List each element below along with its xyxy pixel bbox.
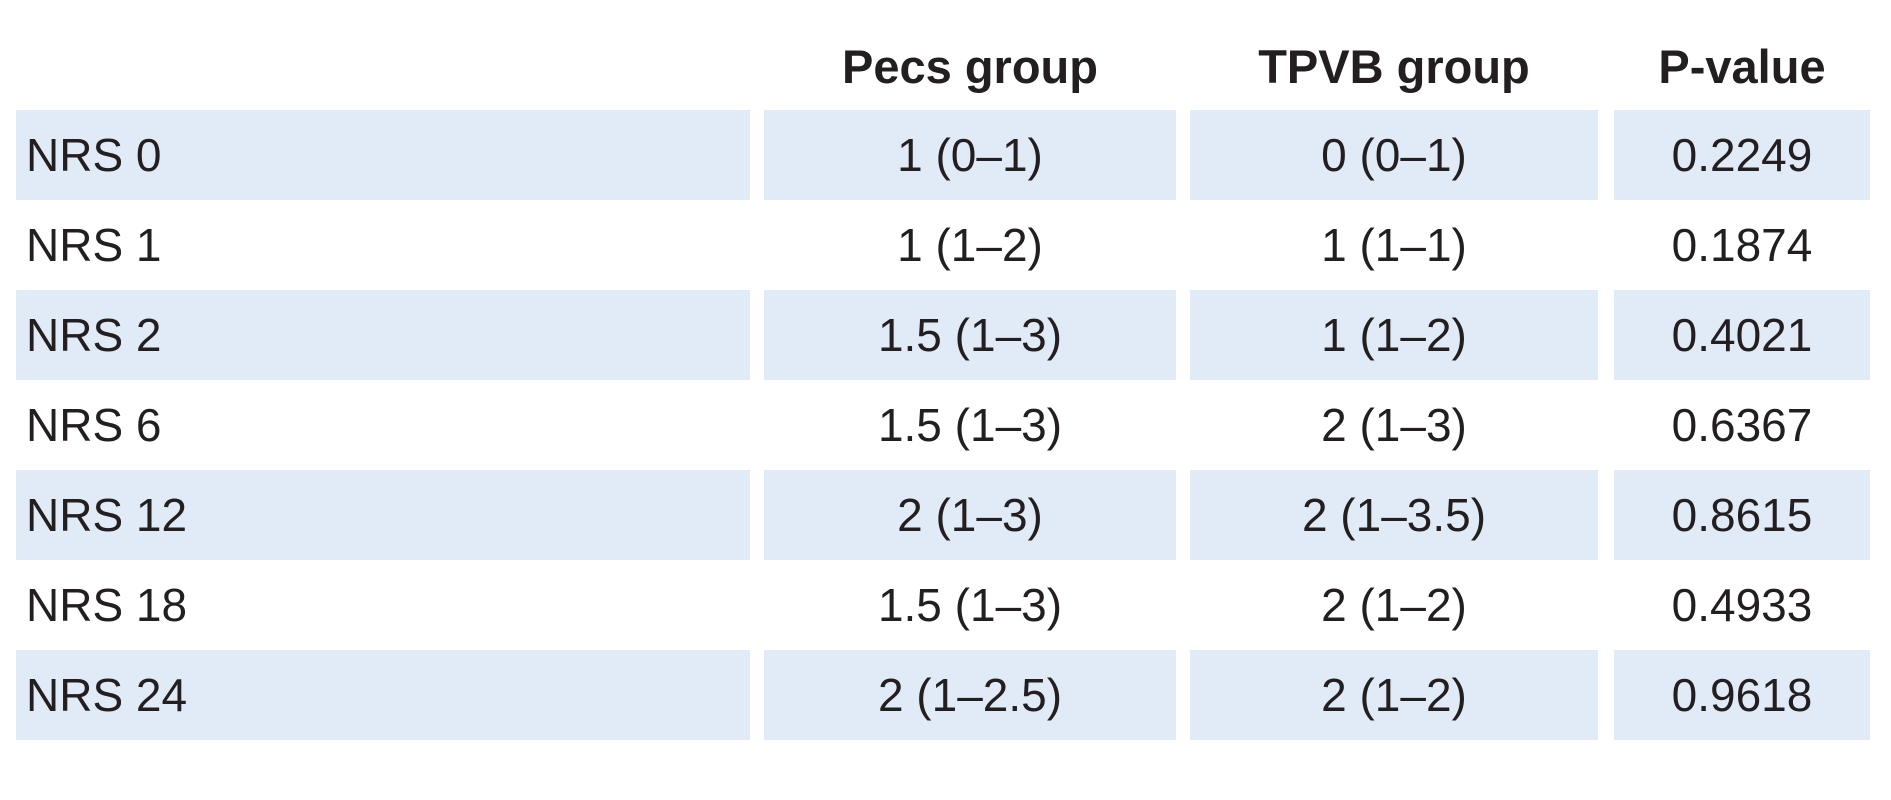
pecs-value: 2 (1–3): [764, 470, 1176, 560]
tpvb-value: 2 (1–2): [1321, 579, 1467, 631]
row-label: NRS 18: [26, 579, 188, 631]
tpvb-value: 1 (1–2): [1190, 290, 1598, 380]
table-row: NRS 24 2 (1–2.5) 2 (1–2) 0.9618: [0, 650, 1891, 740]
pecs-value: 1.5 (1–3): [877, 399, 1063, 451]
pecs-value: 1.5 (1–3): [764, 290, 1176, 380]
row-label: NRS 12: [16, 470, 750, 560]
pecs-value: 1 (1–2): [897, 219, 1043, 271]
tpvb-value: 2 (1–3): [1321, 399, 1467, 451]
header-pecs-group: Pecs group: [842, 40, 1098, 93]
pecs-value: 1 (0–1): [764, 110, 1176, 200]
row-label: NRS 6: [26, 399, 162, 451]
p-value: 0.6367: [1671, 399, 1813, 451]
table-row: NRS 6 1.5 (1–3) 2 (1–3) 0.6367: [0, 380, 1891, 470]
table-row: NRS 0 1 (0–1) 0 (0–1) 0.2249: [0, 110, 1891, 200]
pecs-value: 2 (1–2.5): [764, 650, 1176, 740]
row-label: NRS 0: [16, 110, 750, 200]
p-value: 0.9618: [1614, 650, 1870, 740]
table-row: NRS 1 1 (1–2) 1 (1–1) 0.1874: [0, 200, 1891, 290]
header-empty: [16, 30, 750, 104]
row-label: NRS 2: [16, 290, 750, 380]
row-label: NRS 24: [16, 650, 750, 740]
p-value: 0.1874: [1671, 219, 1813, 271]
tpvb-value: 0 (0–1): [1190, 110, 1598, 200]
header-tpvb-group: TPVB group: [1258, 40, 1530, 93]
table-row: NRS 2 1.5 (1–3) 1 (1–2) 0.4021: [0, 290, 1891, 380]
table-header-row: Pecs group TPVB group P-value: [0, 30, 1891, 104]
tpvb-value: 2 (1–2): [1190, 650, 1598, 740]
p-value: 0.2249: [1614, 110, 1870, 200]
pecs-value: 1.5 (1–3): [877, 579, 1063, 631]
row-label: NRS 1: [26, 219, 162, 271]
p-value: 0.4933: [1671, 579, 1813, 631]
table-row: NRS 12 2 (1–3) 2 (1–3.5) 0.8615: [0, 470, 1891, 560]
tpvb-value: 2 (1–3.5): [1190, 470, 1598, 560]
tpvb-value: 1 (1–1): [1321, 219, 1467, 271]
p-value: 0.8615: [1614, 470, 1870, 560]
p-value: 0.4021: [1614, 290, 1870, 380]
header-p-value: P-value: [1658, 40, 1826, 93]
table-row: NRS 18 1.5 (1–3) 2 (1–2) 0.4933: [0, 560, 1891, 650]
